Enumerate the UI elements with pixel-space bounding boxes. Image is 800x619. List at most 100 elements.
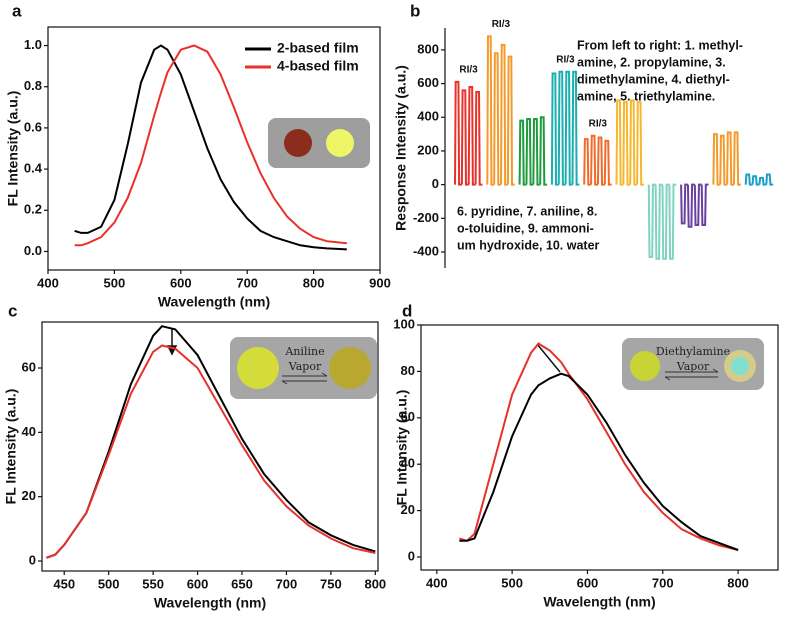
response-pulse [647, 183, 656, 259]
y-tick-label: 0 [432, 176, 439, 191]
x-tick-label: 800 [364, 576, 386, 591]
y-tick-label: 60 [22, 359, 36, 374]
x-tick-label: 700 [652, 575, 674, 590]
x-axis-label: Wavelength (nm) [158, 294, 270, 310]
x-tick-label: 800 [727, 575, 749, 590]
note-text: 6. pyridine, 7. aniline, 8. [457, 204, 597, 218]
plot-frame [41, 321, 379, 572]
x-tick-label: 500 [104, 275, 126, 290]
inset-label: Diethylamine [656, 345, 730, 358]
response-pulse [719, 134, 728, 186]
pulse-annotation: RI/3 [459, 65, 478, 76]
x-tick-label: 750 [320, 576, 342, 591]
response-pulse [583, 138, 592, 186]
y-axis-label: Response Intensity (a.u.) [393, 65, 409, 231]
x-tick-label: 450 [53, 576, 75, 591]
pulse-annotation: RI/3 [492, 19, 511, 30]
y-tick-label: 0.0 [24, 243, 42, 258]
response-pulse [615, 99, 624, 186]
note-text: amine, 5. triethylamine. [577, 89, 715, 103]
x-tick-label: 700 [276, 576, 298, 591]
x-tick-label: 500 [98, 576, 120, 591]
response-pulse [603, 139, 612, 186]
y-tick-label: 100 [393, 316, 415, 331]
panel-label: a [12, 1, 22, 20]
response-pulse [751, 175, 760, 186]
response-pulse [590, 134, 598, 186]
response-pulse [686, 183, 695, 228]
y-tick-label: 0.8 [24, 78, 42, 93]
inset-label: Vapor [288, 360, 322, 373]
y-tick-label: -200 [413, 210, 439, 225]
y-tick-label: 400 [417, 109, 439, 124]
y-axis-label: FL Intensity (a.u.) [5, 91, 21, 207]
response-pulse [758, 176, 767, 186]
y-tick-label: 0.2 [24, 202, 42, 217]
y-tick-label: 40 [22, 424, 36, 439]
x-tick-label: 600 [577, 575, 599, 590]
y-tick-label: 0.6 [24, 119, 42, 134]
y-tick-label: 80 [401, 363, 415, 378]
note-text: amine, 2. propylamine, 3. [577, 55, 726, 69]
x-tick-label: 800 [303, 275, 325, 290]
y-axis-label: FL Intensity (a.u.) [3, 389, 19, 505]
response-pulse [693, 183, 702, 227]
inset-d [622, 338, 764, 390]
note-text: dimethylamine, 4. diethyl- [577, 72, 730, 86]
response-pulse [629, 99, 638, 186]
x-tick-label: 550 [142, 576, 164, 591]
y-tick-label: 0.4 [24, 161, 43, 176]
response-pulse [661, 183, 670, 260]
x-axis-label: Wavelength (nm) [154, 595, 266, 611]
response-pulse [557, 70, 566, 186]
x-tick-label: 900 [369, 275, 391, 290]
y-tick-label: 1.0 [24, 37, 42, 52]
y-axis-label: FL Intensity (a.u.) [394, 390, 410, 506]
response-pulse [726, 131, 734, 186]
y-tick-label: -400 [413, 243, 439, 258]
y-tick-label: 0 [29, 552, 36, 567]
y-tick-label: 200 [417, 142, 439, 157]
note-text: um hydroxide, 10. water [457, 238, 600, 252]
response-pulse [506, 55, 515, 186]
response-pulse [525, 117, 534, 186]
y-tick-label: 0 [408, 548, 415, 563]
response-pulse [460, 89, 469, 186]
response-pulse [486, 35, 495, 186]
y-tick-label: 20 [401, 502, 415, 517]
response-pulse [596, 136, 605, 186]
response-pulse [493, 52, 502, 186]
panel-label: c [8, 301, 17, 320]
response-pulse [550, 72, 559, 186]
response-pulse [654, 183, 663, 260]
inset-c [230, 337, 377, 399]
response-pulse [500, 43, 508, 186]
x-tick-label: 600 [170, 275, 192, 290]
note-text: o-toluidine, 9. ammoni- [457, 221, 594, 235]
response-pulse [454, 80, 462, 186]
legend-label: 4-based film [277, 58, 359, 74]
pulse-annotation: RI/3 [556, 54, 575, 65]
inset-a [268, 118, 370, 168]
response-pulse [532, 117, 541, 186]
response-pulse [518, 119, 527, 186]
response-pulse [700, 183, 709, 227]
y-tick-label: 40 [401, 456, 415, 471]
x-axis-label: Wavelength (nm) [543, 594, 655, 610]
response-pulse [744, 173, 753, 186]
x-tick-label: 700 [236, 275, 258, 290]
series-line [46, 344, 376, 559]
response-pulse [636, 101, 644, 186]
inset-label: Aniline [284, 345, 324, 358]
y-tick-label: 600 [417, 75, 439, 90]
response-pulse [564, 70, 573, 186]
response-pulse [668, 183, 677, 260]
x-tick-label: 600 [187, 576, 209, 591]
response-pulse [622, 101, 631, 186]
inset-label: Vapor [676, 360, 710, 373]
series-line [459, 342, 739, 551]
series-line [459, 372, 739, 551]
plot-frame [420, 324, 779, 571]
note-text: From left to right: 1. methyl- [577, 38, 743, 52]
